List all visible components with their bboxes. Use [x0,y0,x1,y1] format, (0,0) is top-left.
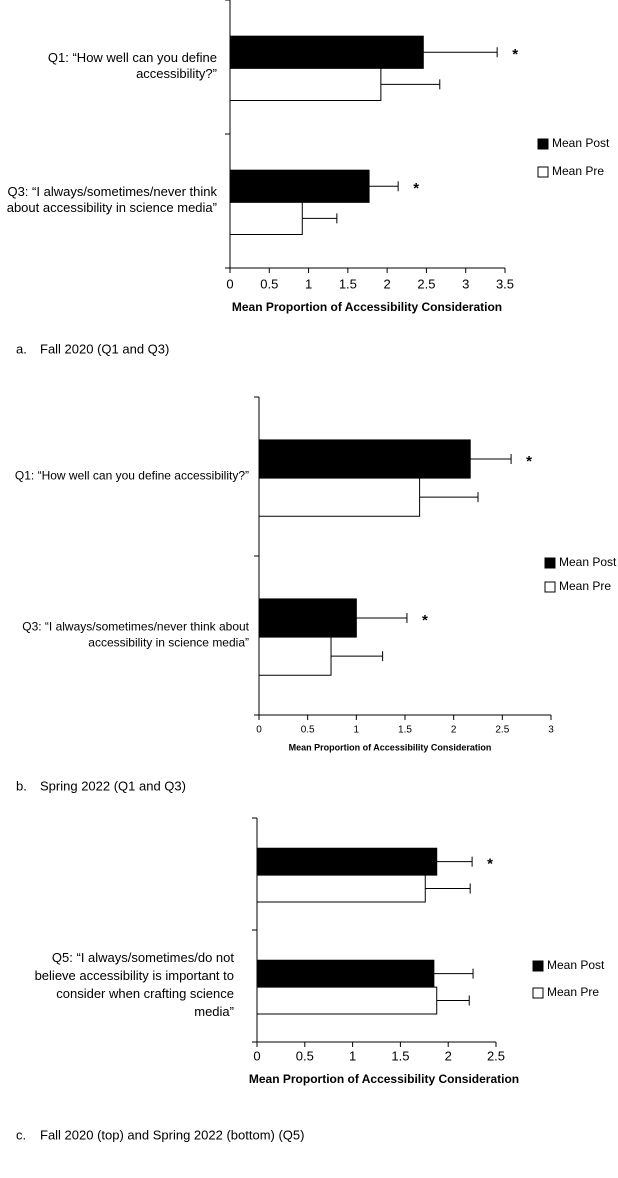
legend-label: Mean Post [552,136,610,150]
x-tick-label: 1.5 [398,725,412,736]
x-axis-label: Mean Proportion of Accessibility Conside… [249,1072,519,1086]
bar [229,169,370,203]
caption-label: b. [16,778,27,793]
legend-swatch [544,557,556,569]
x-tick-label: 0 [256,725,262,736]
bar [256,847,438,876]
x-tick-label: 1.5 [339,276,357,291]
bar [229,201,303,235]
x-tick-label: 0.5 [301,725,315,736]
bar [256,959,435,988]
legend-label: Mean Pre [552,164,604,178]
category-label: Q5: “I always/sometimes/do not believe ac… [35,950,235,1019]
error-bar [419,492,479,503]
x-axis-label: Mean Proportion of Accessibility Conside… [232,300,502,314]
legend-swatch [544,581,556,593]
caption: Fall 2020 (Q1 and Q3) [40,341,169,356]
x-tick-label: 2.5 [495,725,509,736]
x-tick-label: 1.5 [391,1048,409,1063]
legend-label: Mean Post [559,555,617,569]
bar [258,598,357,638]
x-tick-label: 2.5 [417,276,435,291]
caption-label: a. [16,341,27,356]
legend-swatch [532,987,544,999]
x-tick-label: 0 [226,276,233,291]
x-tick-label: 1 [305,276,312,291]
error-bar [425,883,471,894]
x-tick-label: 2 [451,725,457,736]
x-tick-label: 1 [349,1048,356,1063]
x-axis-label: Mean Proportion of Accessibility Conside… [289,742,492,752]
bar [258,636,332,676]
bar [258,439,471,479]
error-bar [433,968,474,979]
x-tick-label: 0.5 [296,1048,314,1063]
significance-marker: * [413,180,419,197]
x-tick-label: 1 [354,725,360,736]
x-tick-label: 0 [253,1048,260,1063]
x-tick-label: 0.5 [260,276,278,291]
category-label: Q3: “I always/sometimes/never think abou… [22,620,249,650]
significance-marker: * [526,453,532,470]
x-tick-label: 2 [445,1048,452,1063]
error-bar [470,454,512,465]
error-bar [436,995,470,1006]
error-bar [380,79,441,90]
error-bar [369,181,399,192]
bar [229,67,382,101]
x-tick-label: 3 [462,276,469,291]
error-bar [356,613,408,624]
legend-label: Mean Post [547,958,605,972]
bar [229,35,424,69]
category-label: Q3: “I always/sometimes/never think about… [7,184,218,215]
caption-label: c. [16,1127,26,1142]
legend-swatch [537,138,549,150]
x-tick-label: 3 [548,725,554,736]
bar [258,477,421,517]
error-bar [331,651,384,662]
error-bar [302,213,338,224]
significance-marker: * [422,612,428,629]
legend-swatch [532,960,544,972]
category-label: Q1: “How well can you define accessibili… [15,469,249,483]
error-bar [423,47,498,58]
legend-label: Mean Pre [559,579,611,593]
legend-swatch [537,166,549,178]
bar [256,874,426,903]
significance-marker: * [512,46,518,63]
caption: Spring 2022 (Q1 and Q3) [40,778,186,793]
x-tick-label: 2.5 [487,1048,505,1063]
significance-marker: * [487,856,493,873]
x-tick-label: 3.5 [496,276,514,291]
x-tick-label: 2 [384,276,391,291]
caption: Fall 2020 (top) and Spring 2022 (bottom)… [40,1127,304,1142]
error-bar [436,856,473,867]
bar [256,986,438,1015]
legend-label: Mean Pre [547,985,599,999]
category-label: Q1: “How well can you define accessibilit… [48,50,217,81]
